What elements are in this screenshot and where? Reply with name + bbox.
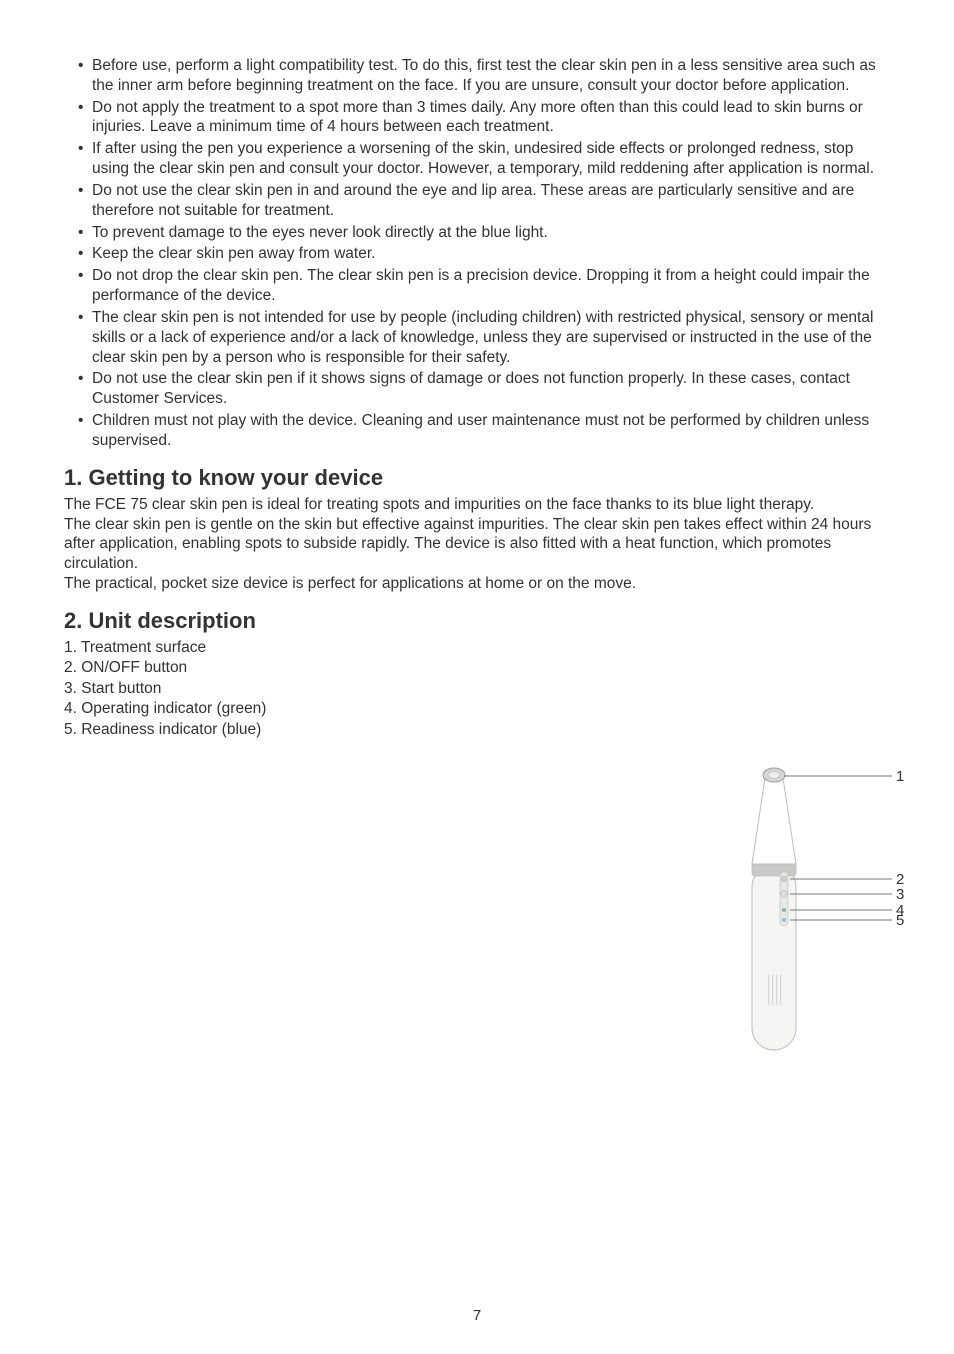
- bullet-item: Before use, perform a light compatibilit…: [78, 56, 890, 96]
- svg-text:1: 1: [896, 768, 904, 785]
- parts-list: 1. Treatment surface 2. ON/OFF button 3.…: [64, 638, 890, 740]
- part-item: 1. Treatment surface: [64, 638, 890, 658]
- bullet-item: Do not use the clear skin pen if it show…: [78, 369, 890, 409]
- svg-text:3: 3: [896, 886, 904, 903]
- bullet-item: To prevent damage to the eyes never look…: [78, 223, 890, 243]
- part-item: 3. Start button: [64, 679, 890, 699]
- section1-p3: The practical, pocket size device is per…: [64, 574, 890, 594]
- bullet-item: Do not use the clear skin pen in and aro…: [78, 181, 890, 221]
- bullet-item: Do not apply the treatment to a spot mor…: [78, 98, 890, 138]
- section1-p1: The FCE 75 clear skin pen is ideal for t…: [64, 495, 890, 515]
- bullet-item: Do not drop the clear skin pen. The clea…: [78, 266, 890, 306]
- bullet-item: If after using the pen you experience a …: [78, 139, 890, 179]
- part-item: 4. Operating indicator (green): [64, 699, 890, 719]
- page-number: 7: [0, 1307, 954, 1324]
- device-diagram: 12345: [704, 760, 904, 1070]
- part-item: 5. Readiness indicator (blue): [64, 720, 890, 740]
- part-item: 2. ON/OFF button: [64, 658, 890, 678]
- section1-title: 1. Getting to know your device: [64, 465, 890, 491]
- section2-title: 2. Unit description: [64, 608, 890, 634]
- section1-p2: The clear skin pen is gentle on the skin…: [64, 515, 890, 574]
- bullet-item: Keep the clear skin pen away from water.: [78, 244, 890, 264]
- device-svg-icon: 12345: [704, 760, 904, 1070]
- svg-text:5: 5: [896, 912, 904, 929]
- bullet-item: The clear skin pen is not intended for u…: [78, 308, 890, 367]
- warnings-list: Before use, perform a light compatibilit…: [64, 56, 890, 451]
- bullet-item: Children must not play with the device. …: [78, 411, 890, 451]
